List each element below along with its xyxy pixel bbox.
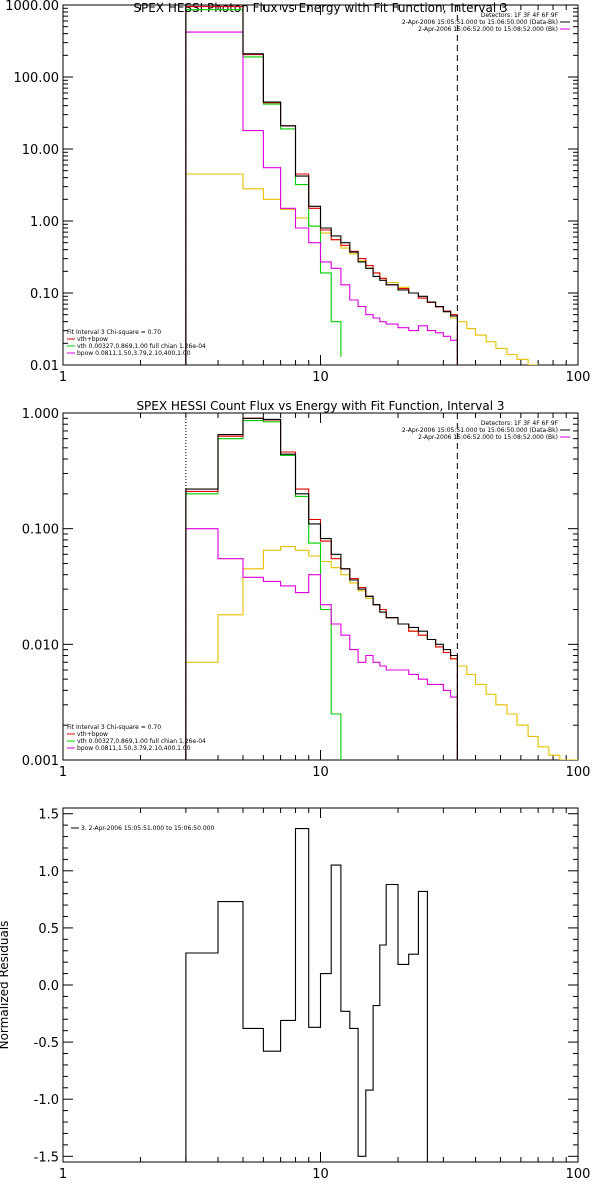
- plot-frame: [62, 4, 579, 366]
- x-tick-label: 100: [566, 370, 591, 385]
- y-tick-label: 0.0: [38, 979, 59, 994]
- legend-entry: 2-Apr-2006 15:06:52.000 to 15:08:52.000 …: [418, 434, 558, 441]
- y-tick-label: 0.100: [22, 523, 59, 538]
- y-tick-label: 0.5: [38, 922, 59, 937]
- legend-entry: Fit Interval 3 Chi-square = 0.70: [67, 724, 161, 731]
- x-tick-label: 10: [312, 765, 329, 780]
- legend-entry: Detectors: 1F 3F 4F 6F 9F: [481, 12, 559, 19]
- x-tick-label: 10: [312, 370, 329, 385]
- series-bpow: [185, 528, 458, 760]
- series-bpow: [185, 31, 458, 365]
- x-tick-label: 100: [566, 765, 591, 780]
- legend-entry: Detectors: 1F 3F 4F 6F 9F: [481, 420, 559, 427]
- chart-panel-3: 1 10 100 -1.5 -1.0 -0.5 0.0 0.5 1.0 1.5 Normalized…: [0, 807, 591, 1182]
- legend-entry: 3. 2-Apr-2006 15:05:51.000 to 15:06:50.0…: [81, 825, 214, 832]
- y-tick-label: -1.0: [34, 1093, 59, 1108]
- plot-area: [185, 417, 578, 760]
- plot-area: [185, 828, 458, 1162]
- series-data: [185, 417, 458, 760]
- y-axis-label: Normalized Residuals: [0, 921, 11, 1050]
- y-tick-label: 0.10: [30, 287, 59, 302]
- y-tick-label: 0.01: [30, 359, 59, 374]
- legend-entry: vth+bpow: [77, 731, 108, 738]
- y-tick-label: 1.000: [22, 407, 59, 422]
- series-bkg: [185, 546, 578, 760]
- legend-entry: 2-Apr-2006 15:05:51.000 to 15:06:50.000 …: [402, 427, 558, 434]
- y-tick-label: 1000.00: [5, 0, 59, 14]
- plot-area: [185, 5, 539, 365]
- x-tick-label: 1: [59, 765, 67, 780]
- legend-entry: bpow 0.0811,1.50,3.79,2.10,400,1.00: [77, 350, 191, 357]
- y-tick-label: 1.00: [30, 215, 59, 230]
- x-tick-label: 10: [312, 1167, 329, 1182]
- series-total: [185, 417, 458, 760]
- legend-entry: vth 0.00327,0.869,1.00 full chian 1.26e-…: [77, 343, 206, 350]
- series-data: [185, 828, 458, 1162]
- chart-title: SPEX HESSI Count Flux vs Energy with Fit…: [136, 399, 504, 413]
- x-tick-label: 1: [59, 370, 67, 385]
- y-tick-label: -0.5: [34, 1036, 59, 1051]
- x-tick-label: 1: [59, 1167, 67, 1182]
- legend-entry: 2-Apr-2006 15:05:51.000 to 15:06:50.000 …: [402, 19, 558, 26]
- chart-panel-1: SPEX HESSI Photon Flux vs Energy with Fi…: [5, 0, 590, 385]
- y-tick-label: 100.00: [14, 71, 60, 86]
- legend-entry: bpow 0.0811,1.50,3.79,2.10,400,1.00: [77, 745, 191, 752]
- y-tick-label: 0.010: [22, 638, 59, 653]
- y-tick-label: 0.001: [22, 754, 59, 769]
- y-tick-label: -1.5: [34, 1150, 59, 1165]
- legend-entry: vth 0.00327,0.869,1.00 full chian 1.26e-…: [77, 738, 206, 745]
- series-total: [185, 6, 458, 365]
- y-tick-label: 1.5: [38, 808, 59, 823]
- series-vth: [185, 420, 342, 760]
- y-tick-label: 1.0: [38, 865, 59, 880]
- series-data: [185, 5, 458, 365]
- legend-entry: vth+bpow: [77, 336, 108, 343]
- legend-entry: 2-Apr-2006 15:06:52.000 to 15:08:52.000 …: [418, 26, 558, 33]
- series-bkg: [185, 173, 539, 365]
- x-tick-label: 100: [566, 1167, 591, 1182]
- y-tick-label: 10.00: [22, 143, 59, 158]
- chart-panel-2: SPEX HESSI Count Flux vs Energy with Fit…: [22, 399, 591, 780]
- legend-entry: Fit Interval 3 Chi-square = 0.70: [67, 329, 161, 336]
